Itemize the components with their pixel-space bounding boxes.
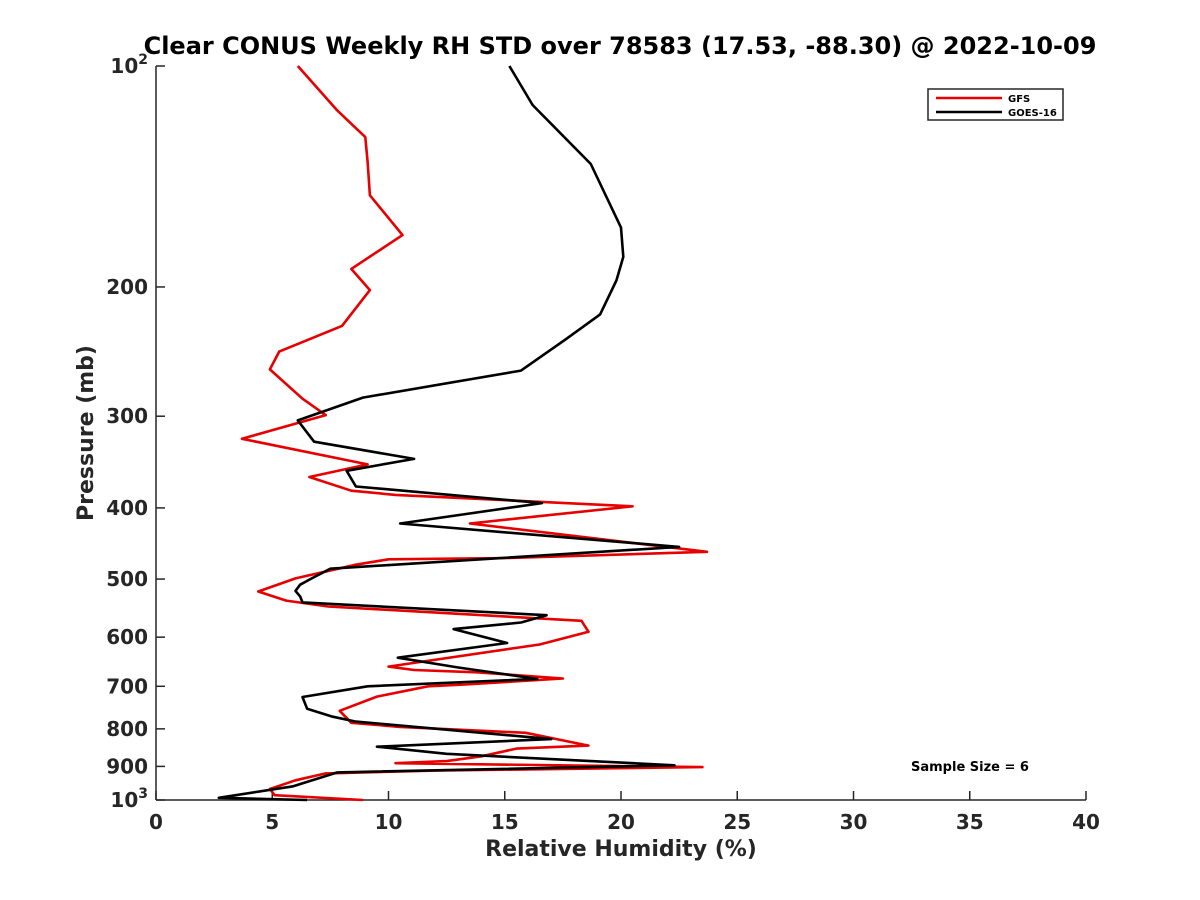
x-tick-label: 15 <box>491 810 519 834</box>
x-tick-label: 35 <box>956 810 984 834</box>
y-tick-label: 800 <box>106 717 148 741</box>
chart-title: Clear CONUS Weekly RH STD over 78583 (17… <box>144 32 1097 60</box>
y-ticks: 102 200 300 400 500 600 700 800 900 103 <box>106 52 165 812</box>
legend: GFS GOES-16 <box>927 88 1064 121</box>
x-tick-label: 20 <box>607 810 635 834</box>
x-axis-label: Relative Humidity (%) <box>485 837 757 862</box>
y-tick-label: 600 <box>106 625 148 649</box>
y-tick-label: 500 <box>106 567 148 591</box>
y-tick-label: 400 <box>106 496 148 520</box>
x-tick-label: 0 <box>149 810 163 834</box>
x-tick-label: 5 <box>265 810 279 834</box>
x-ticks: 0 5 10 15 20 25 30 35 40 <box>149 791 1100 834</box>
legend-label: GFS <box>1008 94 1030 105</box>
y-axis-label: Pressure (mb) <box>74 345 99 521</box>
y-tick-label: 102 <box>110 52 148 78</box>
y-tick-label: 900 <box>106 754 148 778</box>
series-line-gfs <box>240 65 709 802</box>
x-tick-label: 25 <box>723 810 751 834</box>
legend-label: GOES-16 <box>1008 108 1057 119</box>
y-tick-label: 700 <box>106 674 148 698</box>
x-tick-label: 10 <box>375 810 403 834</box>
sample-size-annotation: Sample Size = 6 <box>911 760 1029 775</box>
series-line-goes-16 <box>217 65 681 802</box>
plot-frame <box>155 66 1086 801</box>
series-group <box>217 65 709 802</box>
y-tick-label: 200 <box>106 275 148 299</box>
y-tick-label: 103 <box>110 786 148 812</box>
x-tick-label: 40 <box>1072 810 1100 834</box>
y-tick-label: 300 <box>106 404 148 428</box>
x-tick-label: 30 <box>840 810 868 834</box>
legend-box <box>927 88 1064 121</box>
